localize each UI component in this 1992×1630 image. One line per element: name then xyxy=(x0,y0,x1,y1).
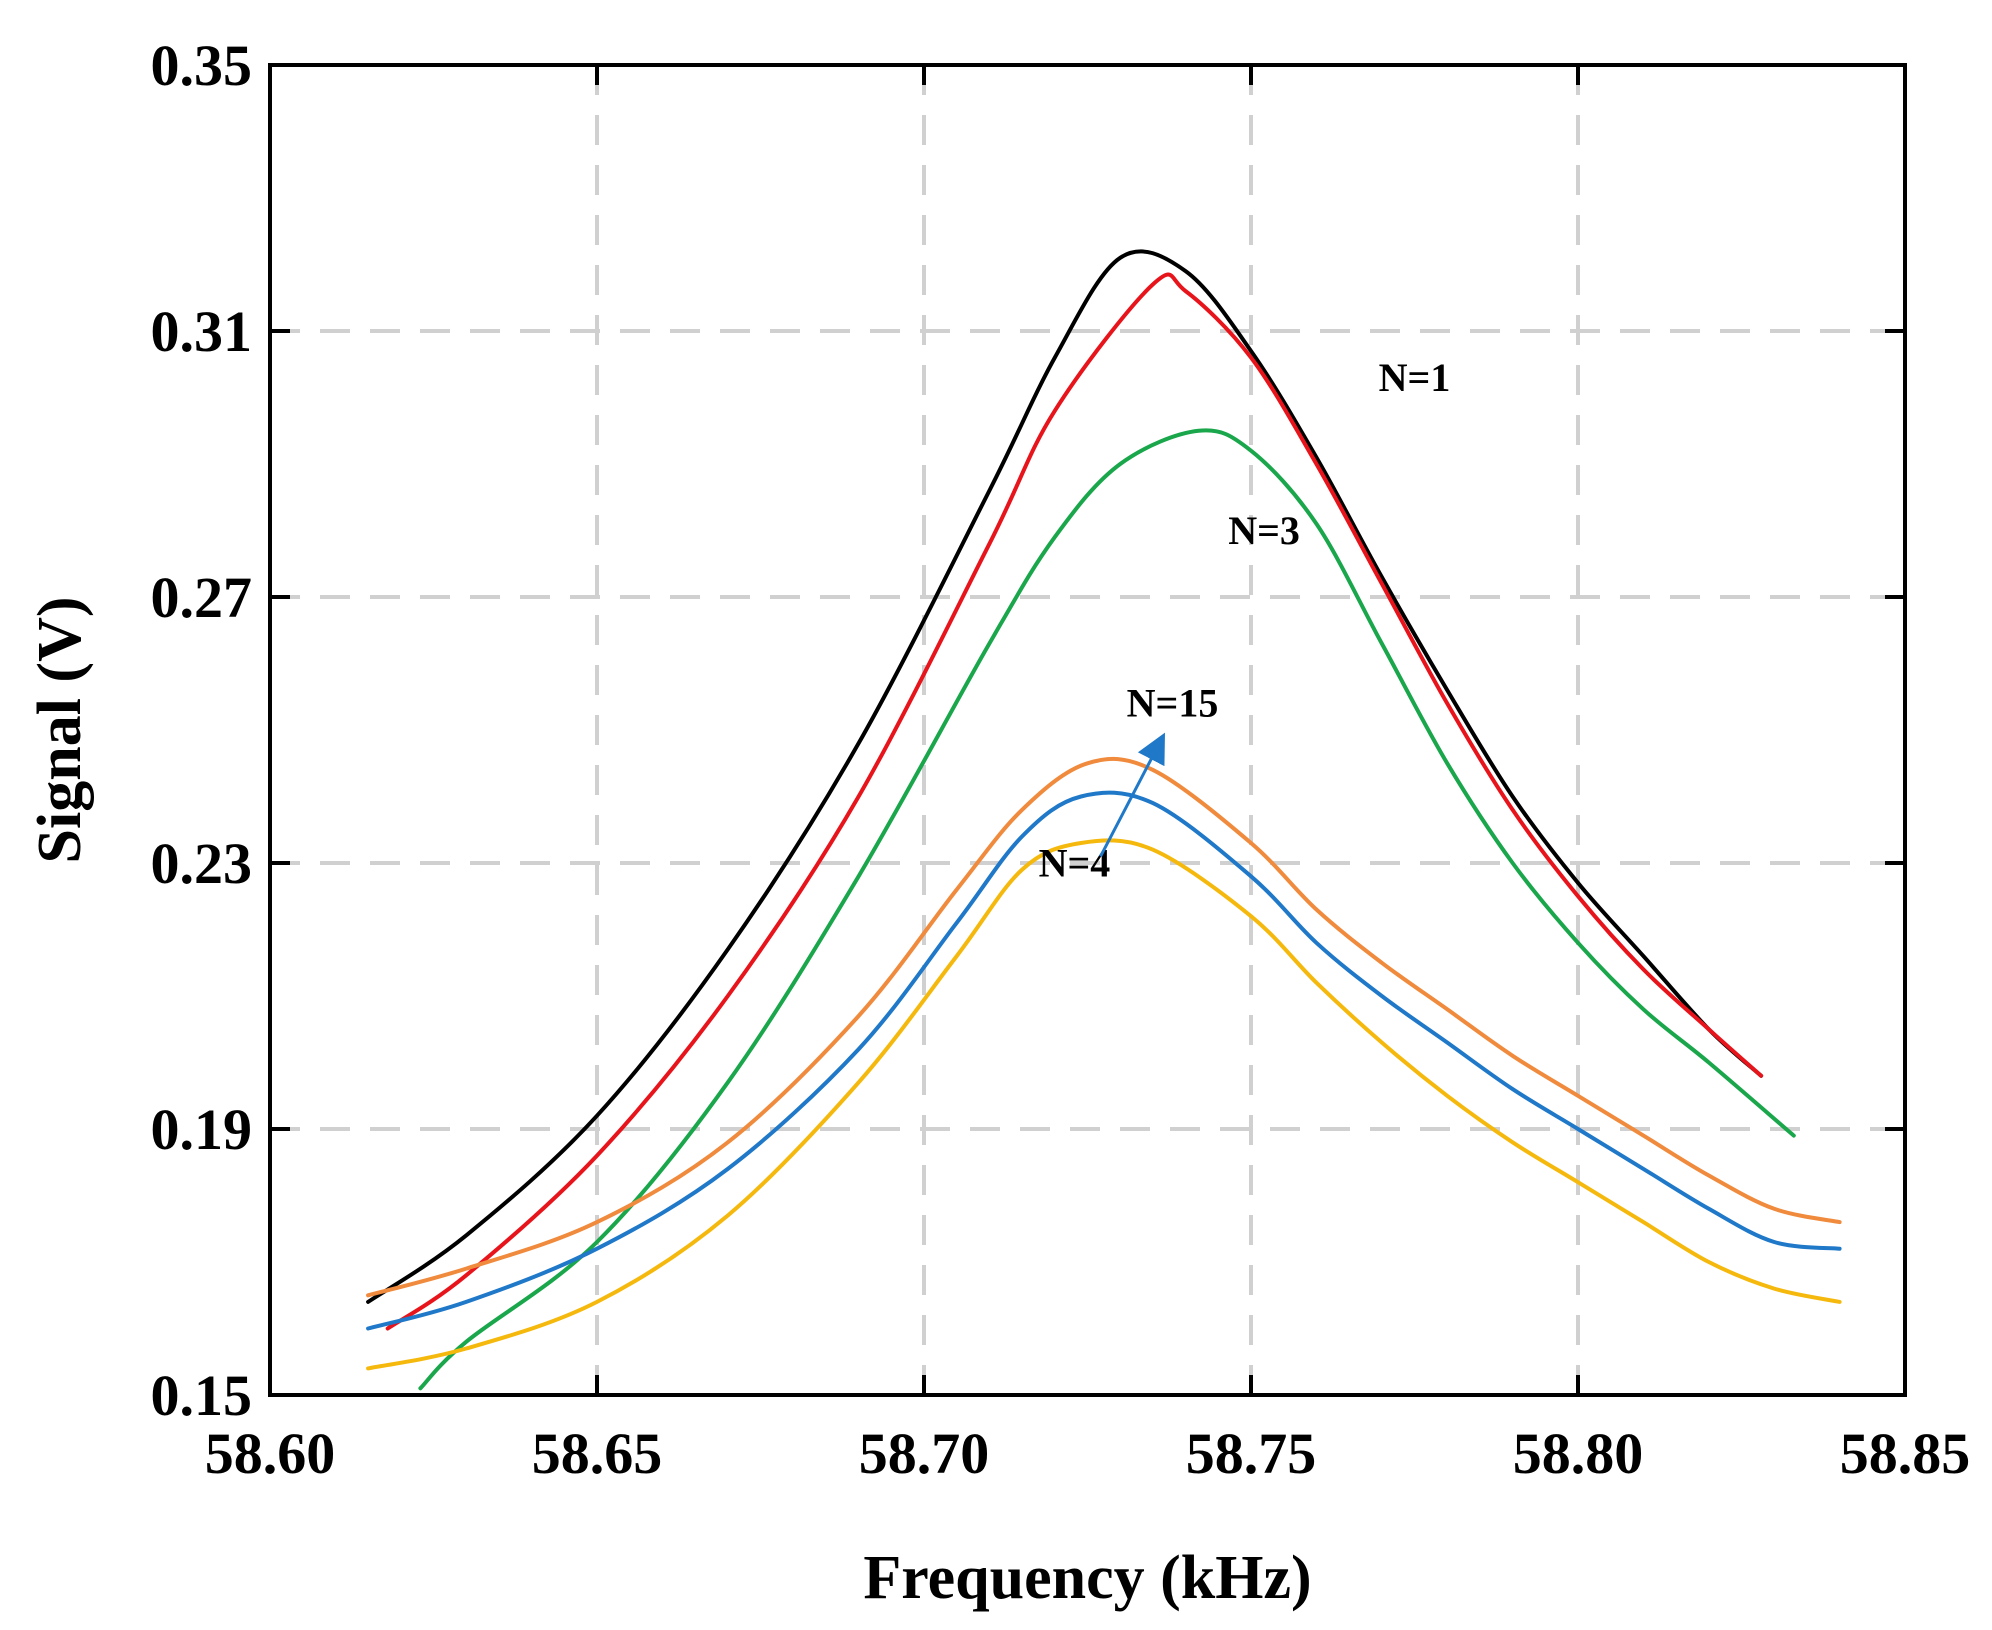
annotation-label: N=1 xyxy=(1379,355,1451,400)
annotations: N=1 N=3 N=15 N=4 xyxy=(1039,355,1451,885)
y-tick-label: 0.27 xyxy=(151,565,253,630)
series-line-green xyxy=(418,428,1796,1391)
grid xyxy=(270,65,1905,1395)
y-tick-label: 0.35 xyxy=(151,33,253,98)
x-axis-title: Frequency (kHz) xyxy=(863,1544,1311,1612)
annotation-arrow xyxy=(1099,732,1165,858)
series-line-blue xyxy=(366,790,1842,1331)
y-tick-label: 0.19 xyxy=(151,1097,253,1162)
annotation-label: N=4 xyxy=(1039,840,1111,885)
tick-labels: 58.60 58.65 58.70 58.75 58.80 58.85 0.15 0.19 0.… xyxy=(151,33,1971,1486)
y-axis-title: Signal (V) xyxy=(26,597,94,864)
series-line-orange xyxy=(366,756,1842,1298)
annotation-label: N=3 xyxy=(1228,508,1300,553)
y-tick-label: 0.15 xyxy=(151,1363,253,1428)
series-line-yellow xyxy=(366,838,1842,1371)
x-tick-label: 58.65 xyxy=(532,1421,663,1486)
x-tick-label: 58.60 xyxy=(205,1421,336,1486)
annotation-label: N=15 xyxy=(1127,681,1219,726)
x-tick-label: 58.80 xyxy=(1513,1421,1644,1486)
x-tick-label: 58.75 xyxy=(1186,1421,1317,1486)
series-line-black xyxy=(366,249,1764,1304)
y-tick-label: 0.31 xyxy=(151,299,253,364)
x-tick-label: 58.85 xyxy=(1840,1421,1971,1486)
series-line-red xyxy=(385,272,1764,1331)
ticks xyxy=(268,63,1907,1397)
series-group xyxy=(366,249,1842,1391)
x-tick-label: 58.70 xyxy=(859,1421,990,1486)
y-tick-label: 0.23 xyxy=(151,831,253,896)
plot-frame xyxy=(268,63,1907,1397)
